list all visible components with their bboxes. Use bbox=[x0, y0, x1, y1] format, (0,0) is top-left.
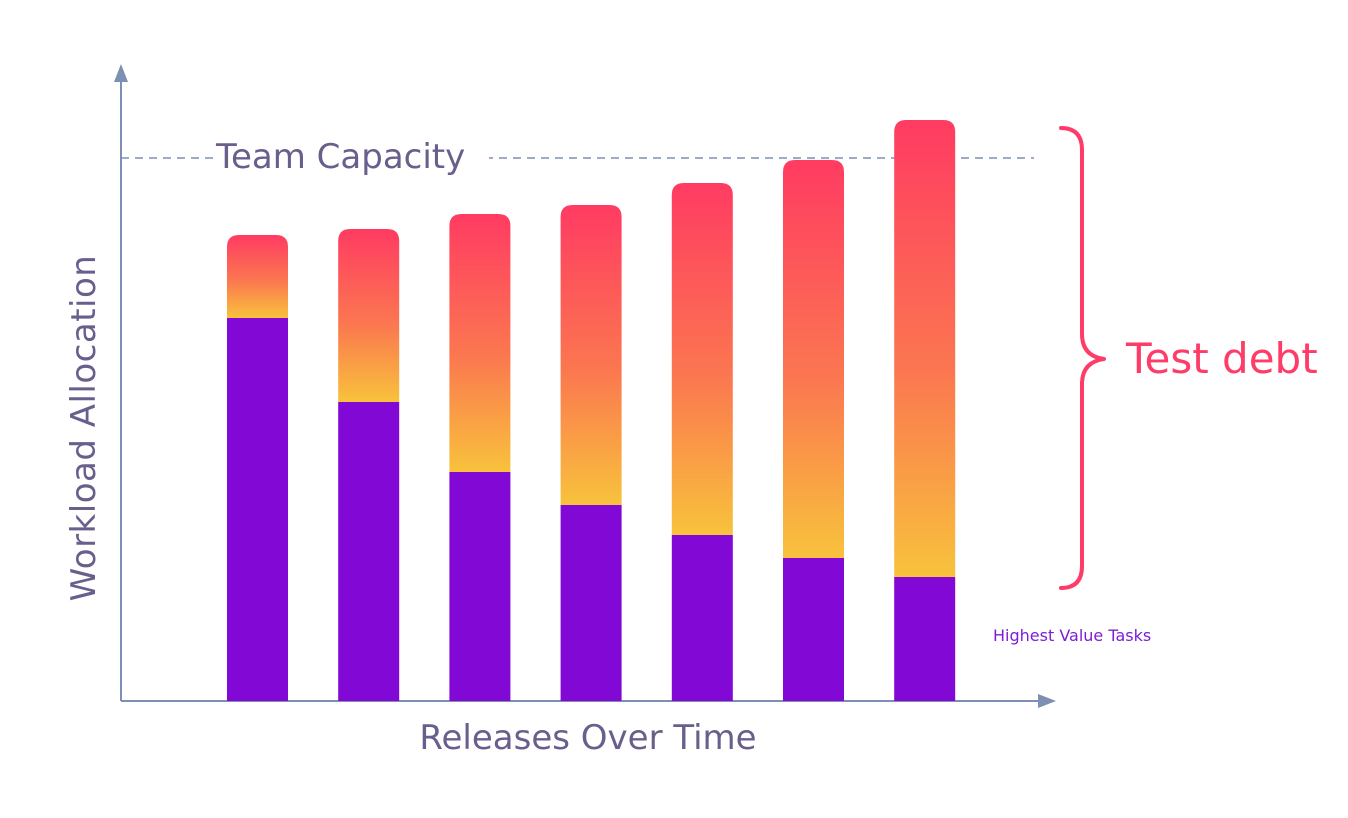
bar-highest-value-7 bbox=[894, 577, 956, 701]
bar-highest-value-1 bbox=[227, 318, 288, 701]
bars bbox=[227, 120, 956, 701]
y-axis-arrow bbox=[114, 64, 128, 82]
bar-test-debt-2 bbox=[338, 229, 400, 402]
team-capacity-label: Team Capacity bbox=[216, 137, 490, 177]
x-axis-arrow bbox=[1038, 694, 1056, 708]
test-debt-label: Test debt bbox=[1126, 334, 1318, 383]
x-axis-label: Releases Over Time bbox=[419, 718, 757, 758]
bar-test-debt-1 bbox=[227, 235, 288, 318]
highest-value-tasks-label: Highest Value Tasks bbox=[993, 626, 1152, 645]
bar-highest-value-2 bbox=[338, 402, 400, 701]
bar-test-debt-3 bbox=[449, 214, 511, 472]
bar-highest-value-4 bbox=[560, 505, 622, 701]
bar-test-debt-5 bbox=[671, 183, 733, 535]
bar-highest-value-3 bbox=[449, 472, 511, 701]
bar-test-debt-4 bbox=[560, 205, 622, 505]
bar-highest-value-6 bbox=[783, 558, 844, 701]
bar-test-debt-7 bbox=[894, 120, 956, 577]
y-axis-label: Workload Allocation bbox=[64, 254, 104, 602]
test-debt-brace bbox=[1059, 126, 1106, 590]
bar-highest-value-5 bbox=[671, 535, 733, 701]
bar-test-debt-6 bbox=[783, 160, 844, 558]
